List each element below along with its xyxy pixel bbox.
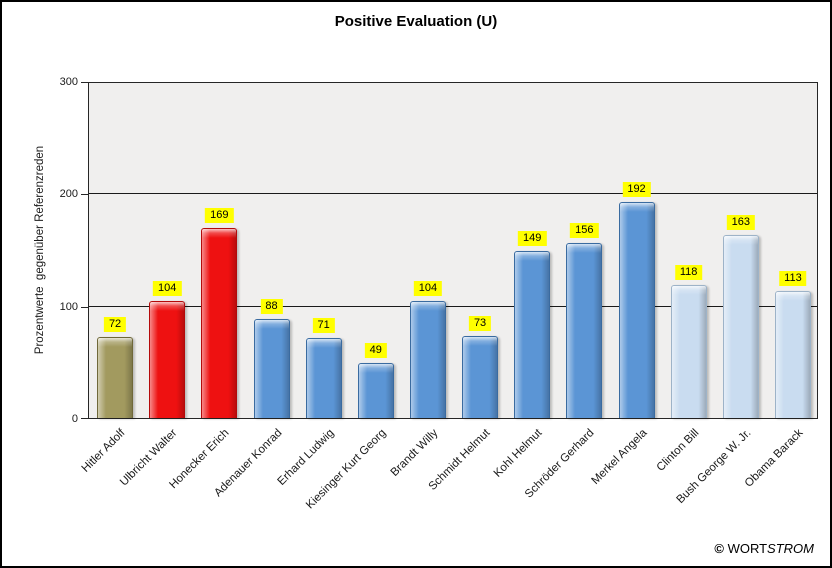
bar-sheen <box>306 339 341 418</box>
bar-sheen <box>723 235 758 418</box>
bar-sheen <box>463 337 498 418</box>
bar-value-label: 113 <box>779 271 807 287</box>
bar <box>618 202 655 418</box>
bar-value-label: 49 <box>364 342 387 358</box>
y-axis-title: Prozentwerte gegenüber Referenzreden <box>34 145 46 355</box>
bar <box>462 336 499 418</box>
y-axis-tick-mark <box>81 194 88 196</box>
gridline <box>89 305 817 307</box>
y-axis-tick-label: 200 <box>59 188 78 201</box>
bar-value-label: 88 <box>260 299 283 315</box>
bar-sheen <box>150 302 185 418</box>
bar <box>305 338 342 418</box>
bar-sheen <box>410 302 445 418</box>
bar <box>774 291 811 418</box>
bar-value-label: 104 <box>153 281 182 297</box>
bar <box>514 250 551 418</box>
copyright-symbol: © <box>714 541 724 556</box>
gridline <box>89 193 817 195</box>
bar <box>670 285 707 418</box>
bar-sheen <box>567 243 602 418</box>
bar-sheen <box>515 251 550 418</box>
watermark: © WORTSTROM <box>714 541 814 556</box>
bar-sheen <box>202 229 237 418</box>
y-axis-tick-mark <box>81 418 88 419</box>
bar-value-label: 163 <box>726 214 755 230</box>
bar-sheen <box>619 203 654 418</box>
bar <box>357 362 394 418</box>
bar-value-label: 71 <box>312 318 335 334</box>
bar-value-label: 118 <box>674 265 703 281</box>
bar-value-label: 72 <box>103 317 127 333</box>
bar-value-label: 156 <box>570 222 599 238</box>
bar-sheen <box>358 363 393 418</box>
bar <box>409 301 446 418</box>
bar-value-label: 73 <box>468 316 492 331</box>
bar-sheen <box>671 286 706 418</box>
bar-value-label: 149 <box>518 230 547 246</box>
y-axis-tick-label: 0 <box>71 413 78 425</box>
bar-value-label: 192 <box>622 182 651 198</box>
y-axis-tick-mark <box>81 82 88 83</box>
brand-name-regular: WORT <box>727 541 768 556</box>
bar-value-label: 104 <box>413 281 443 297</box>
plot-area: 72 104 169 88 71 49 104 73 149 156 192 118 163 113 <box>88 82 818 419</box>
brand-name-italic: STROM <box>767 541 814 556</box>
bar-sheen <box>254 320 289 418</box>
x-axis-category-label: Obama Barack <box>742 427 806 490</box>
bar <box>566 242 603 418</box>
y-axis-tick-mark <box>81 306 88 308</box>
bar <box>97 337 134 418</box>
chart-title: Positive Evaluation (U) <box>334 13 498 30</box>
y-axis-tick-label: 300 <box>59 76 78 88</box>
x-axis-labels: Hitler Adolf Ulbricht Walter Honecker Eric… <box>80 427 818 557</box>
bar-sheen <box>98 338 133 418</box>
bar-sheen <box>775 292 810 418</box>
bar <box>201 228 238 418</box>
bar-value-label: 169 <box>205 208 234 224</box>
y-axis-tick-label: 100 <box>59 300 78 313</box>
bar <box>722 234 759 418</box>
bar <box>253 319 290 418</box>
bar <box>149 301 186 418</box>
